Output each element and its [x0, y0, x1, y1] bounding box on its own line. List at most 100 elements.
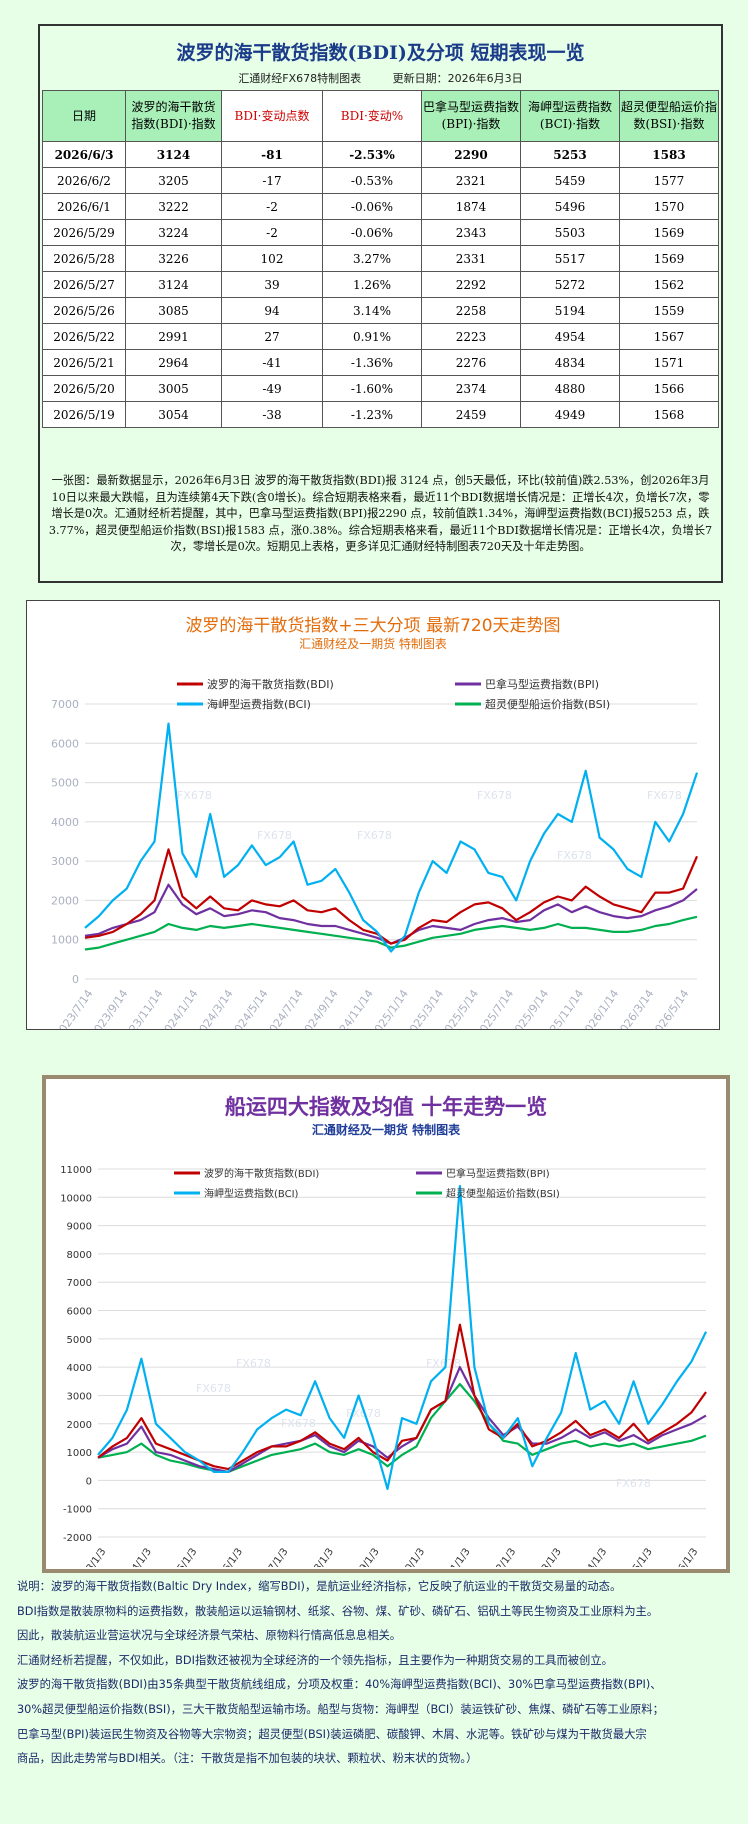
- y-tick-label: 10000: [60, 1193, 92, 1204]
- series-line-bsi: [84, 915, 698, 951]
- table-cell: 1562: [619, 271, 719, 298]
- y-tick-label: 6000: [51, 737, 79, 750]
- x-tick-label: 2025/3/14: [403, 987, 446, 1029]
- y-tick-label: 3000: [51, 855, 79, 868]
- chart1-plot: 0 1000 2000 3000 4000 5000 6000 7000 FX678 FX678 F…: [51, 677, 699, 1029]
- table-cell: 3.27%: [322, 245, 422, 272]
- table-cell: 1568: [619, 401, 719, 428]
- watermark-text: FX678: [357, 829, 392, 842]
- x-tick-label: 2023/9/14: [88, 987, 131, 1029]
- y-tick-label: 11000: [60, 1165, 92, 1176]
- x-tick-label: 2025/1/14: [368, 987, 411, 1029]
- footer-notes: 说明：波罗的海干散货指数(Baltic Dry Index，缩写BDI)，是航运…: [17, 1575, 740, 1772]
- table-row: 2026/6/1 3222 -2 -0.06% 1874 5496 1570: [42, 193, 719, 220]
- col-header-bdi-change-pct: BDI·变动%: [322, 90, 422, 142]
- x-tick-label: 2026/3/14: [613, 987, 656, 1029]
- table-cell: 2026/5/27: [42, 271, 126, 298]
- table-cell: -2: [221, 219, 323, 246]
- footer-line: 汇通财经析若提醒，不仅如此，BDI指数还被视为全球经济的一个领先指标，且主要作为…: [17, 1653, 613, 1667]
- table-cell: 2026/5/26: [42, 297, 126, 324]
- table-cell: 4954: [520, 323, 620, 350]
- legend-label-bci: 海岬型运费指数(BCI): [204, 1187, 299, 1200]
- table-cell: 94: [221, 297, 323, 324]
- col-header-date: 日期: [42, 90, 126, 142]
- table-row: 2026/5/19 3054 -38 -1.23% 2459 4949 1568: [42, 401, 719, 428]
- chart1-title: 波罗的海干散货指数+三大分项 最新720天走势图: [185, 616, 561, 636]
- table-cell: 2223: [421, 323, 521, 350]
- x-tick-label: 2013/1/3: [74, 1546, 109, 1567]
- y-tick-label: 6000: [67, 1307, 92, 1318]
- x-tick-label: 2026/1/3: [666, 1546, 701, 1567]
- y-tick-label: -1000: [63, 1505, 92, 1516]
- legend-label-bdi: 波罗的海干散货指数(BDI): [207, 677, 334, 691]
- x-tick-label: 2021/1/3: [438, 1546, 473, 1567]
- footer-line: BDI指数是散装原物料的运费指数，散装船运以运输钢材、纸浆、谷物、煤、矿砂、磷矿…: [17, 1604, 659, 1618]
- table-cell: 3124: [125, 141, 222, 168]
- table-cell: 1874: [421, 193, 521, 220]
- table-cell: -17: [221, 167, 323, 194]
- series-line-bpi: [84, 883, 698, 945]
- x-tick-label: 2015/1/3: [165, 1546, 200, 1567]
- table-cell: -2: [221, 193, 323, 220]
- table-cell: 3054: [125, 401, 222, 428]
- table-cell: 2026/6/2: [42, 167, 126, 194]
- footer-line: 商品，因此走势常与BDI相关。（注：干散货是指不加包装的块状、颗粒状、粉末状的货…: [17, 1752, 478, 1766]
- table-cell: 3205: [125, 167, 222, 194]
- table-cell: 2026/5/21: [42, 349, 126, 376]
- table-cell: 2258: [421, 297, 521, 324]
- watermark-text: FX678: [177, 789, 212, 802]
- footer-line: 因此，散装航运业营运状况与全球经济景气荣枯、原物料行情高低息息相关。: [17, 1629, 402, 1643]
- col-header-bdi-change: BDI·变动点数: [221, 90, 323, 142]
- col-header-bdi: 波罗的海干散货指数(BDI)·指数: [125, 90, 222, 142]
- watermark-text: FX678: [196, 1382, 231, 1395]
- footer-line: 波罗的海干散货指数(BDI)由35条典型干散货航线组成，分项及权重：40%海岬型…: [17, 1678, 662, 1692]
- table-cell: 1.26%: [322, 271, 422, 298]
- table-row: 2026/5/29 3224 -2 -0.06% 2343 5503 1569: [42, 219, 719, 246]
- table-cell: 5459: [520, 167, 620, 194]
- series-line-bci: [84, 722, 699, 953]
- chart-720-day-panel: 波罗的海干散货指数+三大分项 最新720天走势图 汇通财经及一期货 特制图表 0…: [26, 600, 720, 1030]
- table-cell: -1.60%: [322, 375, 422, 402]
- x-tick-label: 2024/9/14: [298, 987, 341, 1029]
- x-tick-label: 2024/1/14: [158, 987, 201, 1029]
- col-header-bpi: 巴拿马型运费指数(BPI)·指数: [421, 90, 521, 142]
- x-tick-label: 2017/1/3: [256, 1546, 291, 1567]
- legend-label-bsi: 超灵便型船运价指数(BSI): [446, 1187, 560, 1200]
- legend-label-bpi: 巴拿马型运费指数(BPI): [485, 677, 599, 691]
- table-cell: -0.06%: [322, 219, 422, 246]
- y-tick-label: 7000: [67, 1278, 92, 1289]
- x-tick-label: 2024/1/3: [575, 1546, 610, 1567]
- table-row: 2026/6/3 3124 -81 -2.53% 2290 5253 1583: [42, 141, 719, 168]
- table-row: 2026/5/22 2991 27 0.91% 2223 4954 1567: [42, 323, 719, 350]
- table-row: 2026/5/21 2964 -41 -1.36% 2276 4834 1571: [42, 349, 719, 376]
- col-header-bci: 海岬型运费指数(BCI)·指数: [520, 90, 620, 142]
- table-cell: 1577: [619, 167, 719, 194]
- table-cell: -2.53%: [322, 141, 422, 168]
- y-tick-label: 1000: [51, 934, 79, 947]
- table-cell: 3005: [125, 375, 222, 402]
- y-tick-label: -2000: [63, 1533, 92, 1544]
- table-row: 2026/5/27 3124 39 1.26% 2292 5272 1562: [42, 271, 719, 298]
- table-cell: 5517: [520, 245, 620, 272]
- footer-line: 说明：波罗的海干散货指数(Baltic Dry Index，缩写BDI)，是航运…: [17, 1580, 622, 1593]
- table-cell: 2026/5/28: [42, 245, 126, 272]
- col-header-bsi: 超灵便型船运价指数(BSI)·指数: [619, 90, 719, 142]
- table-row: 2026/5/28 3226 102 3.27% 2331 5517 1569: [42, 245, 719, 272]
- table-cell: 1571: [619, 349, 719, 376]
- y-tick-label: 1000: [67, 1448, 92, 1459]
- table-cell: 2964: [125, 349, 222, 376]
- table-cell: 5194: [520, 297, 620, 324]
- table-cell: -1.23%: [322, 401, 422, 428]
- series-line-bci: [97, 1184, 707, 1490]
- legend-label-bdi: 波罗的海干散货指数(BDI): [204, 1167, 319, 1180]
- x-tick-label: 2024/3/14: [193, 987, 236, 1029]
- col-header-bdi-label: 波罗的海干散货指数(BDI)·指数: [131, 100, 216, 131]
- chart-ten-year-panel: 船运四大指数及均值 十年走势一览 汇通财经及一期货 特制图表 -2000 -100…: [42, 1075, 730, 1573]
- watermark-text: FX678: [281, 1417, 316, 1430]
- bdi-table: 日期 波罗的海干散货指数(BDI)·指数 BDI·变动点数 BDI·变动% 巴拿…: [42, 90, 719, 428]
- x-tick-label: 2026/1/14: [578, 987, 621, 1029]
- table-cell: 3085: [125, 297, 222, 324]
- watermark-text: FX678: [616, 1477, 651, 1490]
- table-cell: -0.06%: [322, 193, 422, 220]
- chart2-subtitle: 汇通财经及一期货 特制图表: [311, 1123, 461, 1137]
